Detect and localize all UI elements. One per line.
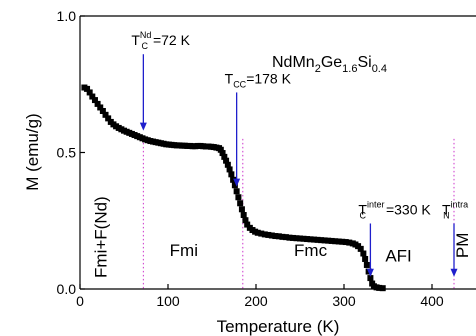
- arrow-head-tc-nd: [139, 122, 147, 131]
- data-point: [297, 235, 303, 242]
- data-point: [233, 188, 240, 195]
- arrow-head-tn-intra: [450, 268, 458, 277]
- data-point: [237, 200, 244, 207]
- data-point: [102, 111, 109, 118]
- data-point: [99, 108, 106, 115]
- data-point: [235, 194, 242, 201]
- x-tick-label: 100: [156, 293, 180, 309]
- data-point: [304, 236, 311, 243]
- arrow-label-tn-intra: Tintra N: [442, 199, 468, 220]
- data-point: [357, 245, 364, 252]
- data-point: [362, 255, 369, 262]
- data-point: [86, 89, 93, 96]
- x-tick-label: 200: [244, 293, 268, 309]
- data-point: [379, 285, 386, 292]
- arrow-label-tc-nd: TNd C =72 K: [131, 30, 190, 51]
- data-point: [289, 234, 296, 241]
- data-point: [240, 212, 247, 219]
- region-labels: Fmi+F(Nd) Fmi Fmc AFI PM: [91, 196, 472, 278]
- data-point: [272, 233, 279, 240]
- data-point: [91, 97, 98, 104]
- data-point: [346, 239, 353, 246]
- data-point: [321, 237, 328, 244]
- data-point: [217, 146, 224, 153]
- data-point: [367, 275, 374, 282]
- x-tick-label: 0: [76, 293, 84, 309]
- region-label-afi: AFI: [385, 247, 411, 266]
- data-point: [224, 161, 231, 168]
- data-point: [226, 166, 233, 173]
- data-point: [97, 104, 104, 111]
- data-point: [94, 100, 101, 107]
- x-tick-label: 300: [332, 293, 356, 309]
- x-axis-label: Temperature (K): [217, 317, 340, 336]
- data-point: [258, 230, 265, 237]
- data-point: [254, 229, 261, 236]
- data-point: [219, 150, 226, 157]
- y-axis-label: M (emu/g): [23, 113, 42, 190]
- data-point: [311, 236, 318, 243]
- data-point: [314, 236, 321, 243]
- data-point: [318, 237, 325, 244]
- data-point: [231, 182, 238, 189]
- x-tick-label: 400: [420, 293, 444, 309]
- arrow-head-tc-inter: [366, 268, 374, 277]
- data-point: [244, 221, 251, 228]
- arrow-label-tcc: TCC=178 K: [225, 70, 292, 89]
- arrow-head-tcc: [233, 178, 241, 187]
- y-tick-label: 0.0: [57, 281, 77, 297]
- axis-ticks: 0 100 200 300 400 0.0 0.5 1.0: [57, 8, 444, 309]
- arrow-label-tc-inter: Tinter C =330 K: [358, 199, 431, 220]
- data-point: [228, 171, 235, 178]
- data-point: [325, 237, 332, 244]
- data-point: [328, 237, 335, 244]
- data-point: [265, 231, 272, 238]
- data-points: [81, 84, 386, 292]
- data-point: [279, 233, 286, 240]
- data-point: [363, 261, 370, 268]
- region-label-fmi-f-nd: Fmi+F(Nd): [91, 196, 110, 278]
- data-point: [221, 153, 228, 160]
- region-label-fmc: Fmc: [294, 241, 328, 260]
- data-point: [282, 234, 289, 241]
- data-point: [242, 217, 249, 224]
- data-point: [307, 236, 314, 243]
- data-point: [376, 284, 383, 291]
- region-label-fmi: Fmi: [170, 241, 198, 260]
- data-point: [300, 235, 307, 242]
- y-tick-label: 0.5: [57, 145, 77, 161]
- data-point: [293, 235, 300, 242]
- data-point: [275, 233, 282, 240]
- region-label-pm: PM: [453, 233, 472, 259]
- data-point: [238, 206, 245, 213]
- data-point: [339, 238, 346, 245]
- data-point: [89, 93, 96, 100]
- sample-formula: NdMn2Ge1.6Si0.4: [272, 54, 387, 75]
- data-point: [286, 234, 293, 241]
- data-point: [261, 231, 268, 238]
- data-point: [230, 176, 237, 183]
- data-point: [342, 239, 349, 246]
- transition-arrows: TNd C =72 K TCC=178 K Tinter C =330 K Tintra N: [131, 30, 468, 277]
- data-point: [105, 115, 112, 122]
- data-point: [332, 238, 339, 245]
- data-point: [84, 85, 91, 92]
- data-point: [360, 250, 367, 257]
- data-point: [335, 238, 342, 245]
- data-point: [268, 232, 275, 239]
- data-point: [223, 157, 230, 164]
- y-tick-label: 1.0: [57, 8, 77, 24]
